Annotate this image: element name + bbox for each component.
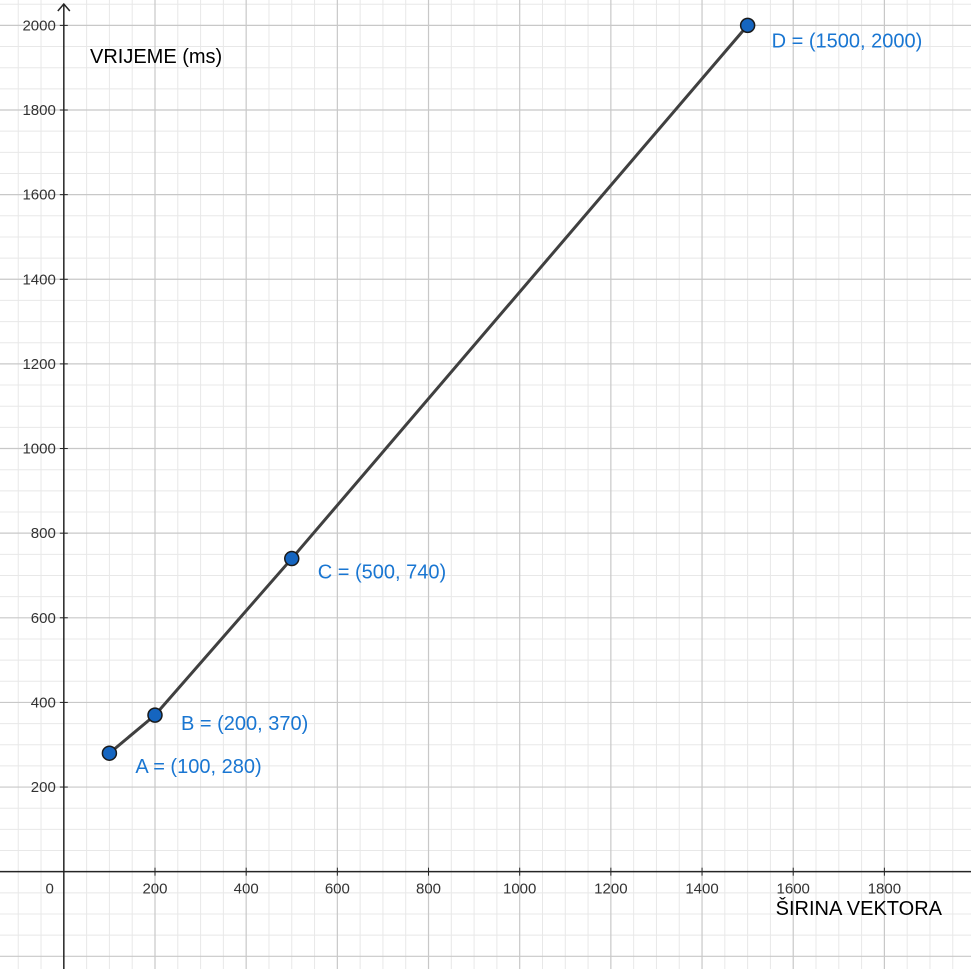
data-points: A = (100, 280) B = (200, 370) C = (500, 74… <box>101 17 923 778</box>
y-tick-label: 1000 <box>22 441 55 458</box>
x-tick-label: 800 <box>416 881 441 898</box>
series-line <box>108 24 749 755</box>
x-tick-label: 1800 <box>868 881 901 898</box>
x-tick-label: 1200 <box>594 881 627 898</box>
y-tick-label: 2000 <box>22 17 55 34</box>
point-c <box>284 550 300 567</box>
y-tick-label: 1800 <box>22 102 55 119</box>
y-axis-title: VRIJEME (ms) <box>90 46 222 68</box>
x-tick-label: 1600 <box>777 881 810 898</box>
y-axis-arrow <box>57 2 71 12</box>
x-tick-label: 200 <box>142 881 167 898</box>
x-tick-label: 400 <box>234 881 259 898</box>
point-label-d: D = (1500, 2000) <box>772 30 923 52</box>
tick-labels: 200 400 600 800 1000 1200 1400 1600 1800 200 400 60… <box>22 17 901 897</box>
x-tick-label: 1400 <box>685 881 718 898</box>
y-tick-label: 800 <box>31 525 56 542</box>
y-tick-label: 400 <box>31 694 56 711</box>
x-axis-title: ŠIRINA VEKTORA <box>776 897 943 920</box>
point-label-a: A = (100, 280) <box>135 756 261 778</box>
y-tick-label: 200 <box>31 779 56 796</box>
y-tick-label: 1600 <box>22 187 55 204</box>
point-d <box>739 17 756 34</box>
y-tick-label: 600 <box>31 610 56 627</box>
origin-label: 0 <box>45 881 53 898</box>
point-a <box>101 745 118 761</box>
y-tick-label: 1200 <box>22 356 55 373</box>
x-tick-label: 600 <box>325 881 350 898</box>
x-tick-label: 1000 <box>503 881 536 898</box>
y-tick-label: 1400 <box>22 271 55 288</box>
point-label-c: C = (500, 740) <box>318 562 446 584</box>
point-b <box>147 707 163 723</box>
series-polyline <box>108 24 749 755</box>
point-label-b: B = (200, 370) <box>181 713 308 735</box>
